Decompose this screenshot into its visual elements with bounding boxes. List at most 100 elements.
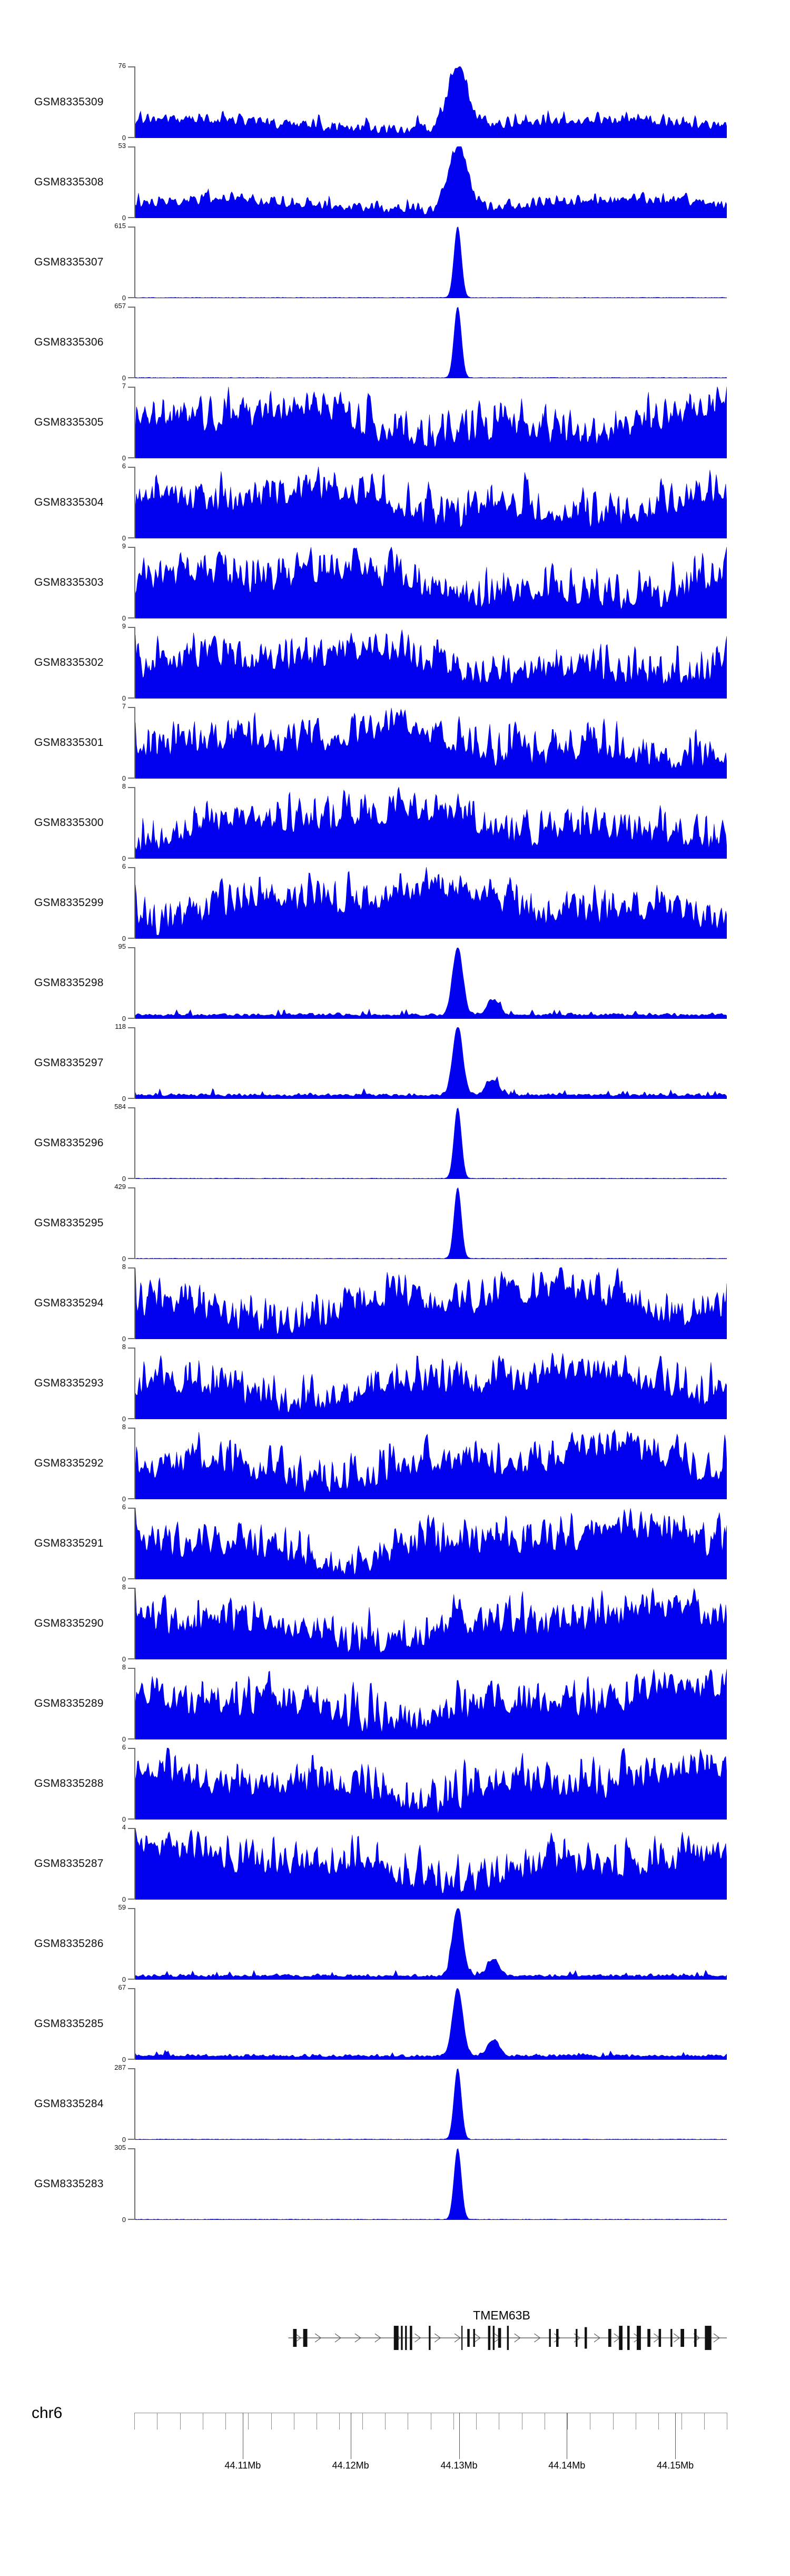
y-axis-max-tick: [128, 387, 135, 388]
y-axis-max-label: 584: [114, 1103, 126, 1110]
y-axis-max-label: 59: [118, 1903, 126, 1911]
gene-exon: [492, 2326, 495, 2350]
signal-track[interactable]: GSM8335303 9 0: [0, 542, 790, 623]
y-axis-min-tick: [128, 1658, 135, 1659]
track-plot-area[interactable]: 76 0: [118, 62, 727, 142]
track-sample-label: GSM8335306: [34, 336, 104, 348]
signal-track[interactable]: GSM8335298 95 0: [0, 942, 790, 1023]
gene-exon: [498, 2328, 501, 2348]
y-axis-max-tick: [128, 1267, 135, 1269]
signal-track[interactable]: GSM8335292 8 0: [0, 1423, 790, 1503]
y-axis-max-tick: [128, 1187, 135, 1188]
y-axis-min-label: 0: [122, 1975, 126, 1983]
signal-track[interactable]: GSM8335307 615 0: [0, 222, 790, 302]
track-y-axis: [134, 1027, 135, 1099]
signal-track[interactable]: GSM8335293 8 0: [0, 1343, 790, 1423]
track-plot-area[interactable]: 95 0: [118, 942, 727, 1023]
ruler-tick-label: 44.13Mb: [440, 2460, 478, 2471]
signal-track[interactable]: GSM8335283 305 0: [0, 2144, 790, 2224]
y-axis-min-tick: [128, 778, 135, 779]
signal-track[interactable]: GSM8335287 4 0: [0, 1823, 790, 1904]
y-axis-max-label: 429: [114, 1183, 126, 1191]
gene-exon: [647, 2329, 650, 2347]
y-axis-min-tick: [128, 297, 135, 298]
gene-exon: [405, 2326, 407, 2350]
y-axis-min-label: 0: [122, 1334, 126, 1343]
y-axis-max-label: 615: [114, 222, 126, 230]
coverage-signal: [135, 66, 727, 138]
track-sample-label: GSM8335305: [34, 416, 104, 428]
track-plot-area[interactable]: 53 0: [118, 142, 727, 222]
gene-exon: [585, 2327, 587, 2349]
signal-track[interactable]: GSM8335301 7 0: [0, 702, 790, 783]
signal-track[interactable]: GSM8335297 118 0: [0, 1022, 790, 1103]
strand-arrow-icon: [454, 2333, 461, 2343]
track-y-axis: [134, 1107, 135, 1179]
track-plot-area[interactable]: 305 0: [114, 2144, 727, 2224]
ruler-minor-tick: [225, 2413, 226, 2430]
signal-track[interactable]: GSM8335290 8 0: [0, 1583, 790, 1664]
signal-track[interactable]: GSM8335291 6 0: [0, 1503, 790, 1584]
track-y-axis: [134, 1908, 135, 1980]
signal-track[interactable]: GSM8335305 7 0: [0, 382, 790, 463]
gene-exon: [401, 2326, 403, 2350]
y-axis-max-tick: [128, 547, 135, 548]
signal-track[interactable]: GSM8335306 657 0: [0, 302, 790, 382]
y-axis-max-label: 6: [122, 1503, 126, 1511]
coverage-signal: [135, 1267, 727, 1339]
signal-track[interactable]: GSM8335304 6 0: [0, 462, 790, 543]
signal-track[interactable]: GSM8335300 8 0: [0, 782, 790, 863]
track-plot-area[interactable]: 118 0: [115, 1022, 727, 1103]
signal-track[interactable]: GSM8335286 59 0: [0, 1903, 790, 1984]
track-plot-area[interactable]: 59 0: [118, 1903, 727, 1984]
track-sample-label: GSM8335286: [34, 1938, 104, 1950]
signal-track[interactable]: GSM8335288 6 0: [0, 1743, 790, 1824]
track-plot-area[interactable]: 67 0: [118, 1983, 727, 2064]
track-plot-area[interactable]: 429 0: [114, 1183, 727, 1263]
y-axis-min-tick: [128, 697, 135, 699]
track-sample-label: GSM8335309: [34, 96, 104, 108]
signal-track[interactable]: GSM8335294 8 0: [0, 1263, 790, 1343]
y-axis-max-tick: [128, 1668, 135, 1669]
track-sample-label: GSM8335291: [34, 1537, 104, 1549]
track-plot-area[interactable]: 287 0: [114, 2063, 727, 2144]
signal-track[interactable]: GSM8335296 584 0: [0, 1103, 790, 1183]
signal-track[interactable]: GSM8335309 76 0: [0, 62, 790, 142]
gene-exon: [627, 2326, 630, 2350]
signal-track[interactable]: GSM8335289 8 0: [0, 1663, 790, 1744]
track-sample-label: GSM8335285: [34, 2018, 104, 2030]
track-plot-area[interactable]: 615 0: [114, 222, 727, 302]
signal-track[interactable]: GSM8335299 6 0: [0, 862, 790, 943]
track-y-axis: [134, 146, 135, 218]
track-y-axis: [134, 307, 135, 378]
gene-exon: [488, 2326, 491, 2350]
coverage-signal: [135, 2148, 727, 2220]
signal-track[interactable]: GSM8335285 67 0: [0, 1983, 790, 2064]
track-y-axis: [134, 2148, 135, 2220]
track-plot-area[interactable]: 657 0: [114, 302, 727, 382]
y-axis-max-label: 8: [122, 1663, 126, 1671]
signal-track[interactable]: GSM8335308 53 0: [0, 142, 790, 222]
track-plot-area[interactable]: 584 0: [114, 1103, 727, 1183]
gene-annotation-panel: TMEM63B: [0, 2281, 790, 2365]
signal-track[interactable]: GSM8335295 429 0: [0, 1183, 790, 1263]
y-axis-max-tick: [128, 1908, 135, 1909]
signal-track[interactable]: GSM8335302 9 0: [0, 622, 790, 703]
signal-track[interactable]: GSM8335284 287 0: [0, 2063, 790, 2144]
track-y-axis: [134, 547, 135, 618]
